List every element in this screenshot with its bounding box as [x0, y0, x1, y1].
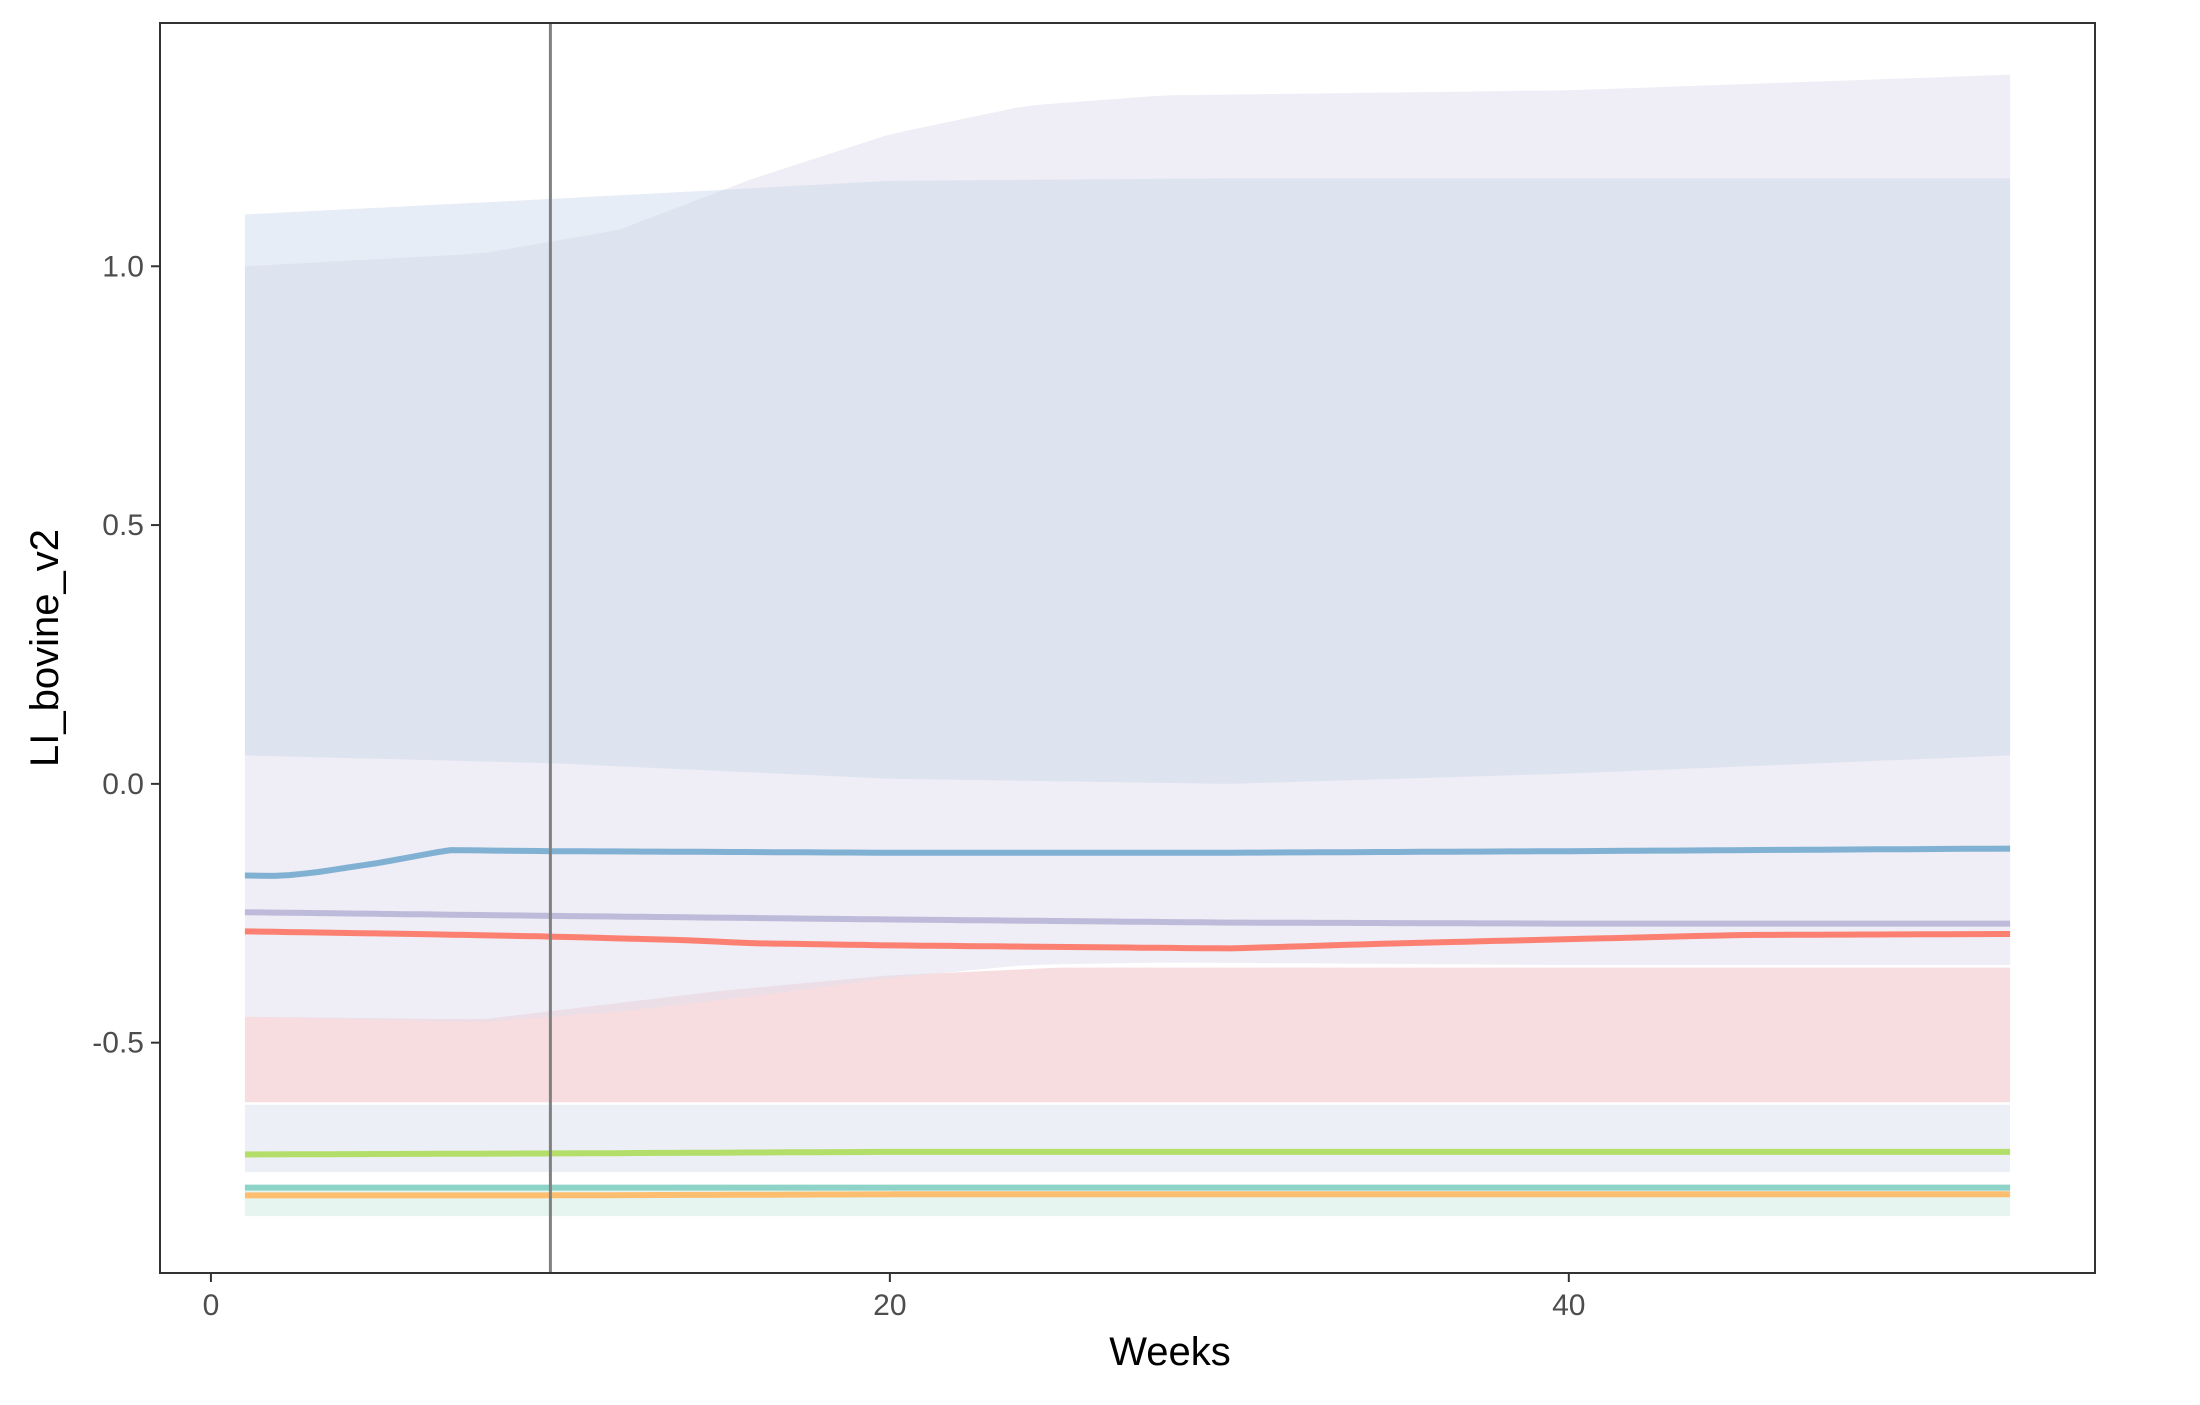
series-line-6	[244, 845, 2011, 879]
x-axis-title: Weeks	[1109, 1330, 1231, 1374]
series-line-4	[244, 909, 2011, 927]
plot-panel-border	[159, 22, 2096, 1274]
series-line-1	[244, 1191, 2011, 1199]
y-tick-label: 0.5	[102, 509, 144, 542]
y-tick-label: 1.0	[102, 250, 144, 283]
x-tick-label: 0	[203, 1289, 220, 1322]
confidence-band-4	[244, 74, 2011, 1022]
x-tick-label: 40	[1552, 1289, 1585, 1322]
y-axis: -0.5 0.0 0.5 1.0	[92, 250, 160, 1060]
y-tick-label: 0.0	[102, 768, 144, 801]
y-axis-title: LI_bovine_v2	[23, 529, 67, 767]
confidence-band-5	[244, 178, 2011, 784]
series-lines	[244, 845, 2011, 1199]
x-axis: 0 20 40	[203, 1273, 1586, 1322]
confidence-band-2	[244, 1104, 2011, 1173]
series-line-5	[244, 928, 2011, 952]
series-line-3	[244, 1148, 2011, 1158]
y-tick-label: -0.5	[92, 1027, 144, 1060]
x-tick-label: 20	[873, 1289, 906, 1322]
confidence-bands	[244, 74, 2011, 1217]
